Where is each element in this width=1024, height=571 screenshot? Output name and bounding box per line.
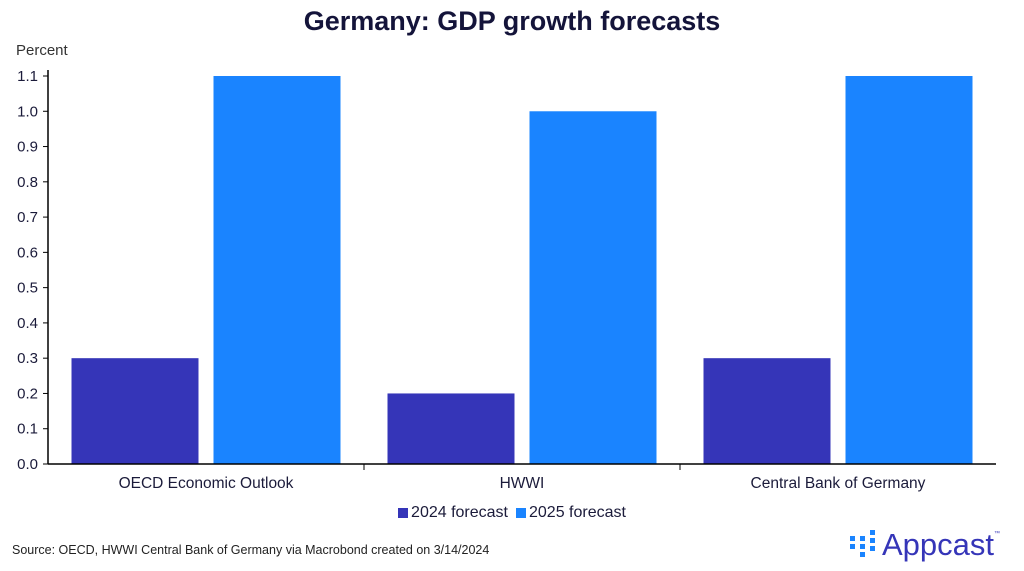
y-tick-label: 1.1 [17, 68, 38, 85]
y-tick-label: 0.8 [17, 174, 38, 191]
legend-label: 2024 forecast [411, 504, 508, 521]
legend-label: 2025 forecast [529, 504, 626, 521]
legend-swatch [516, 508, 526, 518]
y-tick-label: 0.0 [17, 456, 38, 473]
y-tick-label: 0.2 [17, 385, 38, 402]
trademark: ™ [994, 531, 1001, 537]
bar-2024-forecast [71, 358, 199, 464]
x-tick-label: Central Bank of Germany [751, 475, 926, 492]
legend-swatch [398, 508, 409, 518]
y-tick-label: 1.0 [17, 103, 38, 120]
y-tick-label: 0.4 [17, 315, 38, 332]
bar-2025-forecast [213, 76, 341, 464]
y-tick-label: 0.3 [17, 350, 38, 367]
bar-2025-forecast [529, 111, 657, 464]
legend-item: 2025 forecast [516, 504, 626, 522]
logo-dots-icon [850, 530, 875, 557]
appcast-logo: Appcast ™ [850, 527, 1000, 563]
legend: 2024 forecast 2025 forecast [0, 504, 1024, 523]
y-tick-label: 0.6 [17, 244, 38, 261]
y-tick-label: 0.5 [17, 280, 38, 297]
source-note: Source: OECD, HWWI Central Bank of Germa… [12, 543, 490, 557]
logo-text: Appcast [882, 527, 995, 562]
y-tick-label: 0.1 [17, 421, 38, 438]
chart-title: Germany: GDP growth forecasts [303, 6, 721, 36]
bar-2024-forecast [703, 358, 831, 464]
y-tick-label: 0.9 [17, 139, 38, 156]
y-axis-label: Percent [16, 42, 68, 59]
x-tick-label: HWWI [500, 475, 545, 492]
bar-2025-forecast [845, 76, 973, 464]
x-tick-label: OECD Economic Outlook [119, 475, 294, 492]
y-tick-label: 0.7 [17, 209, 38, 226]
bar-2024-forecast [387, 393, 515, 464]
legend-item: 2024 forecast [398, 504, 508, 522]
